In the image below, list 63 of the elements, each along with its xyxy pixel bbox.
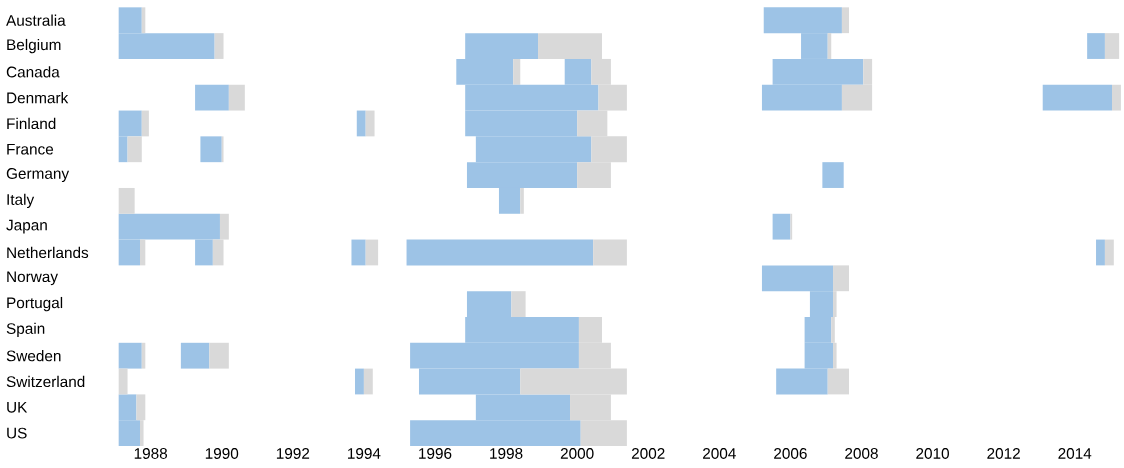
bar bbox=[1104, 239, 1114, 266]
bar bbox=[520, 187, 524, 214]
y-tick-label: Finland bbox=[7, 117, 56, 130]
y-tick-label: Japan bbox=[6, 219, 47, 234]
bar bbox=[209, 342, 229, 369]
y-tick-label: Netherlands bbox=[7, 246, 89, 259]
bar bbox=[118, 187, 135, 214]
bar bbox=[118, 368, 128, 395]
x-tick-label: 1990 bbox=[205, 448, 239, 459]
bar bbox=[118, 342, 142, 369]
y-tick-label: UK bbox=[7, 401, 28, 413]
bar bbox=[228, 84, 245, 111]
x-tick-label: 1994 bbox=[348, 448, 381, 459]
y-tick-label: Belgium bbox=[7, 38, 61, 54]
bar bbox=[1104, 33, 1120, 59]
x-tick-label: 2010 bbox=[916, 448, 949, 459]
bar bbox=[822, 162, 844, 188]
bar bbox=[351, 239, 366, 266]
bar bbox=[365, 239, 379, 266]
y-tick-label: Switzerland bbox=[6, 375, 85, 388]
y-tick-label: Canada bbox=[6, 66, 60, 78]
y-tick-label: Spain bbox=[6, 322, 45, 338]
bar bbox=[139, 239, 146, 266]
x-tick-label: 2006 bbox=[774, 448, 807, 459]
x-tick-label: 2002 bbox=[631, 448, 665, 459]
x-tick-label: 1996 bbox=[419, 448, 452, 459]
bar bbox=[513, 58, 521, 85]
bar bbox=[511, 291, 526, 317]
bar bbox=[195, 84, 229, 111]
y-tick-label: Australia bbox=[6, 14, 66, 26]
bar bbox=[1087, 33, 1105, 59]
bar bbox=[1112, 84, 1121, 111]
bar bbox=[593, 239, 627, 266]
x-tick-label: 2004 bbox=[703, 448, 736, 459]
bar bbox=[180, 342, 210, 369]
x-tick-label: 2014 bbox=[1058, 448, 1092, 459]
y-tick-label: Portugal bbox=[7, 296, 63, 312]
x-tick-label: 2000 bbox=[560, 448, 594, 459]
bar bbox=[406, 239, 594, 266]
y-tick-label: Italy bbox=[7, 193, 35, 209]
x-tick-label: 2012 bbox=[987, 448, 1020, 459]
bar bbox=[200, 136, 222, 163]
x-tick-label: 1998 bbox=[490, 448, 523, 459]
bar bbox=[363, 368, 373, 395]
y-tick-label: US bbox=[7, 427, 27, 439]
bar bbox=[1096, 239, 1105, 266]
x-tick-label: 1988 bbox=[134, 448, 168, 459]
bar bbox=[141, 110, 149, 137]
bar bbox=[772, 213, 791, 240]
y-tick-label: France bbox=[7, 143, 54, 155]
bar bbox=[127, 136, 142, 163]
y-tick-label: Norway bbox=[7, 271, 58, 286]
x-tick-label: 1992 bbox=[276, 448, 310, 459]
bar bbox=[841, 7, 850, 34]
y-tick-label: Sweden bbox=[6, 350, 61, 362]
y-tick-label: Germany bbox=[6, 168, 70, 182]
bar bbox=[356, 110, 366, 137]
bar bbox=[214, 33, 224, 59]
bar bbox=[1042, 84, 1113, 111]
bar bbox=[365, 110, 375, 137]
y-tick-label: Denmark bbox=[7, 92, 69, 104]
x-tick-label: 2008 bbox=[845, 448, 878, 459]
bar bbox=[355, 368, 364, 395]
